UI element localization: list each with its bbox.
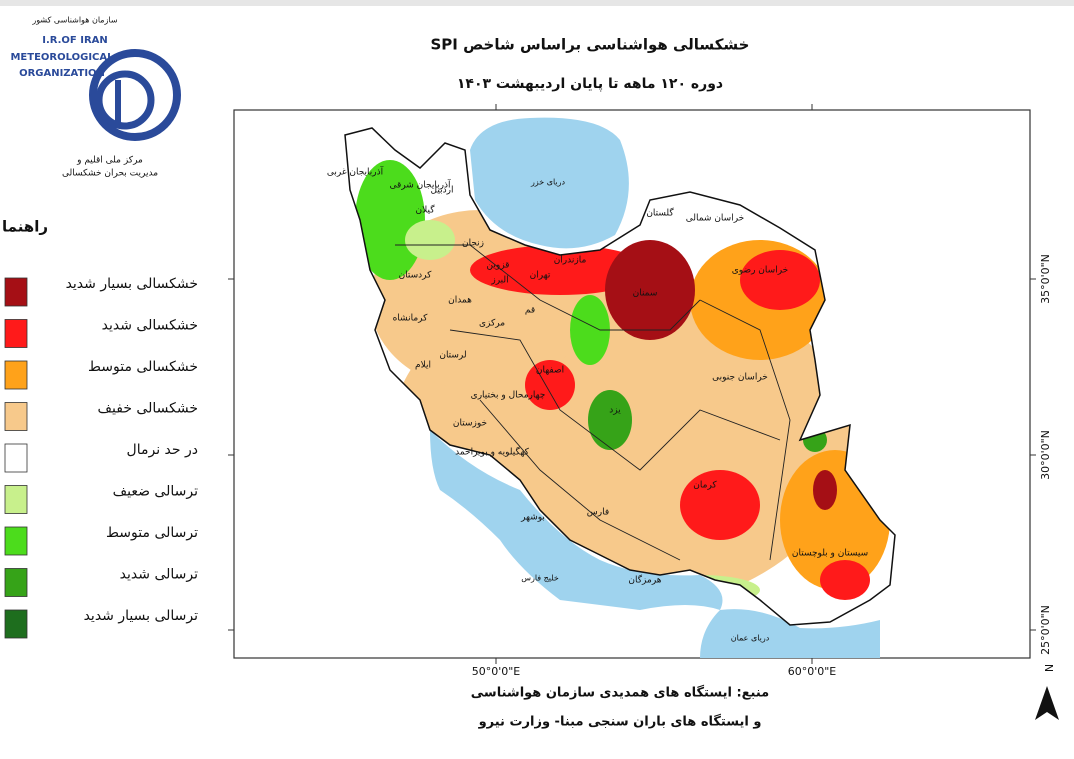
logo-ring (89, 49, 181, 141)
water-label: دریای خزر (530, 178, 566, 187)
spi-area (820, 560, 870, 600)
province-label: آذربایجان غربی (327, 166, 384, 178)
province-label: لرستان (439, 351, 466, 361)
logo-center: مرکز ملی اقلیم و (76, 156, 143, 166)
legend-label: ترسالی ضعیف (113, 484, 198, 500)
province-label: یزد (609, 406, 621, 416)
spi-area (588, 390, 632, 450)
spi-area (605, 240, 695, 340)
legend-label: خشکسالی متوسط (88, 359, 198, 375)
legend-label: ترسالی شدید (120, 567, 198, 583)
legend-swatch (4, 277, 28, 307)
legend-swatch (4, 485, 28, 514)
spi-area (470, 245, 650, 295)
logo-center: مدیریت بحران خشکسالی (62, 169, 158, 179)
province-borders (395, 244, 791, 561)
province-label: اصفهان (536, 366, 564, 376)
legend-swatch (4, 360, 28, 390)
province-label: زنجان (462, 239, 484, 249)
province-label: تهران (530, 271, 551, 281)
country-border (344, 127, 896, 626)
legend-swatch (4, 526, 28, 556)
legend-swatch (4, 319, 28, 348)
province-label: مازندران (554, 256, 587, 266)
north-arrow (1035, 686, 1059, 720)
legend-label: ترسالی متوسط (106, 525, 198, 541)
spi-area (813, 470, 837, 510)
province-label: سمنان (633, 289, 658, 299)
province-label: البرز (490, 276, 508, 286)
legend-swatch (4, 443, 28, 473)
logo-line: METEOROLOGICAL (10, 52, 114, 63)
legend-label: در حد نرمال (127, 442, 198, 458)
province-label: خوزستان (453, 419, 487, 429)
logo-line: I.R.OF IRAN (42, 35, 108, 46)
spi-area (405, 220, 455, 260)
province-label: کردستان (399, 271, 433, 281)
water-label: دریای عمان (731, 634, 770, 643)
spi-area (570, 295, 610, 365)
north-label: N (1043, 664, 1056, 672)
province-label: خراسان شمالی (686, 214, 745, 224)
map-subtitle: دوره ۱۲۰ ماهه تا پایان اردیبهشت ۱۴۰۳ (457, 76, 723, 92)
source-line: منبع: ایستگاه های همدیدی سازمان هواشناسی (471, 685, 769, 701)
lon-label: 50°0'0"E (472, 665, 521, 678)
legend-label: خشکسالی بسیار شدید (66, 276, 198, 292)
province-border (479, 399, 681, 561)
province-border (395, 244, 701, 331)
province-label: کرمان (693, 481, 717, 491)
province-label: آذربایجان شرقی (390, 179, 451, 191)
province-label: همدان (448, 296, 472, 306)
legend-swatch (4, 609, 28, 639)
province-border (699, 299, 791, 561)
lon-label: 60°0'0"E (788, 665, 837, 678)
lat-label: 25°0'0"N (1039, 605, 1052, 655)
province-label: گیلان (416, 204, 436, 216)
logo-org: سازمان هواشناسی کشور (31, 16, 117, 25)
spi-area (525, 360, 575, 410)
legend-swatch (4, 568, 28, 597)
lat-label: 35°0'0"N (1039, 254, 1052, 304)
province-label: اردبیل (431, 186, 454, 196)
legend-label: خشکسالی شدید (102, 318, 198, 334)
province-label: فارس (587, 508, 609, 518)
province-label: خراسان رضوی (732, 266, 788, 276)
gulf-of-oman (700, 609, 880, 658)
province-label: کرمانشاه (393, 314, 429, 324)
lat-label: 30°0'0"N (1039, 430, 1052, 480)
province-label: ایلام (415, 361, 431, 371)
logo-line: ORGANIZATION (19, 68, 105, 79)
province-label: بوشهر (520, 513, 545, 523)
spi-area (680, 470, 760, 540)
source-line: و ایستگاه های باران سنجی مبنا- وزارت نیر… (478, 714, 762, 730)
province-label: مرکزی (479, 319, 505, 329)
province-label: گلستان (646, 207, 674, 219)
legend-title: راهنما (2, 218, 48, 236)
legend-label: ترسالی بسیار شدید (84, 608, 199, 624)
top-strip (0, 0, 1074, 6)
logo-ring (95, 70, 155, 130)
province-label: قم (525, 306, 535, 316)
province-label: هرمزگان (628, 574, 661, 586)
province-label: قزوین (487, 261, 510, 271)
map-title: خشکسالی هواشناسی براساس شاخص SPI (430, 36, 749, 54)
province-label: چهارمحال و بختیاری (471, 391, 546, 401)
province-label: کهگیلویه و بویراحمد (455, 446, 529, 458)
spi-area (740, 250, 820, 310)
province-border (449, 329, 781, 471)
logo (89, 49, 181, 141)
province-label: سیستان و بلوچستان (792, 549, 868, 559)
spi-area (355, 160, 425, 280)
persian-gulf (430, 430, 723, 610)
legend-label: خشکسالی خفیف (98, 401, 198, 417)
legend-swatch (4, 402, 28, 431)
province-label: خراسان جنوبی (712, 373, 768, 383)
water-label: خلیج فارس (521, 574, 559, 583)
caspian-sea (470, 117, 629, 249)
